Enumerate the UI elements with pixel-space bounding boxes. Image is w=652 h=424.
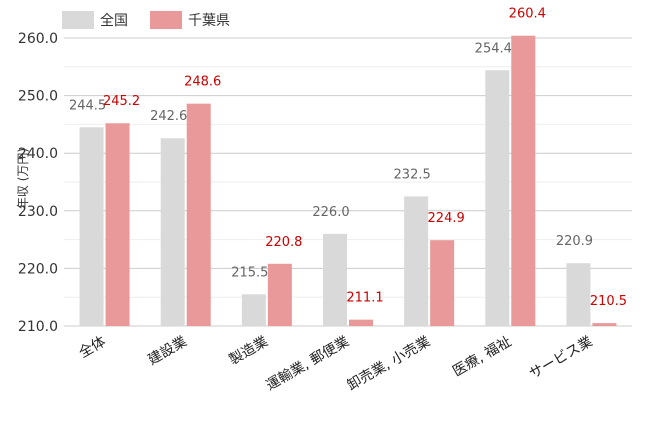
data-label-chiba: 211.1 <box>346 291 383 306</box>
data-label-chiba: 245.2 <box>103 94 140 109</box>
legend-label-chiba: 千葉県 <box>188 13 230 29</box>
data-label-national: 215.5 <box>231 265 268 280</box>
bar-national <box>485 70 510 326</box>
y-tick-label: 260.0 <box>18 31 58 47</box>
y-tick-label: 210.0 <box>18 319 58 335</box>
x-tick-label: 運輸業, 郵便業 <box>264 334 352 394</box>
x-tick-label: サービス業 <box>527 334 596 383</box>
data-label-chiba: 260.4 <box>509 7 546 22</box>
data-label-national: 220.9 <box>556 234 593 249</box>
bar-chiba <box>592 323 617 326</box>
legend-item-chiba: 千葉県 <box>150 10 230 30</box>
legend-item-national: 全国 <box>62 10 128 30</box>
data-label-national: 254.4 <box>475 41 512 56</box>
data-label-chiba: 210.5 <box>590 294 627 309</box>
legend-swatch-chiba <box>150 11 182 29</box>
bar-chiba <box>105 123 130 326</box>
data-label-chiba: 220.8 <box>265 235 302 250</box>
bar-chiba <box>186 103 211 326</box>
bar-national <box>160 138 185 326</box>
x-tick-label: 卸売業, 小売業 <box>345 334 433 394</box>
data-label-national: 244.5 <box>69 98 106 113</box>
data-label-national: 242.6 <box>150 109 187 124</box>
bar-chiba <box>511 35 536 327</box>
data-label-chiba: 248.6 <box>184 75 221 90</box>
bar-national <box>241 294 266 326</box>
y-tick-label: 220.0 <box>18 261 58 277</box>
x-tick-label: 製造業 <box>226 334 270 369</box>
y-tick-label: 230.0 <box>18 204 58 220</box>
bar-national <box>323 233 347 326</box>
bar-chiba <box>430 240 455 326</box>
y-tick-label: 250.0 <box>18 89 58 105</box>
bar-national <box>566 263 591 326</box>
x-tick-label: 全体 <box>76 333 109 362</box>
legend: 全国 千葉県 <box>62 10 230 30</box>
data-label-national: 232.5 <box>394 167 431 182</box>
legend-swatch-national <box>62 11 94 29</box>
bar-chiba <box>349 319 373 326</box>
bar-national <box>79 127 104 326</box>
y-tick-label: 240.0 <box>18 146 58 162</box>
x-tick-label: 建設業 <box>145 334 189 369</box>
bar-chiba <box>267 263 292 326</box>
legend-label-national: 全国 <box>100 13 128 29</box>
bar-national <box>404 196 429 326</box>
x-tick-label: 医療, 福祉 <box>450 333 515 380</box>
data-label-chiba: 224.9 <box>428 211 465 226</box>
data-label-national: 226.0 <box>312 205 349 220</box>
